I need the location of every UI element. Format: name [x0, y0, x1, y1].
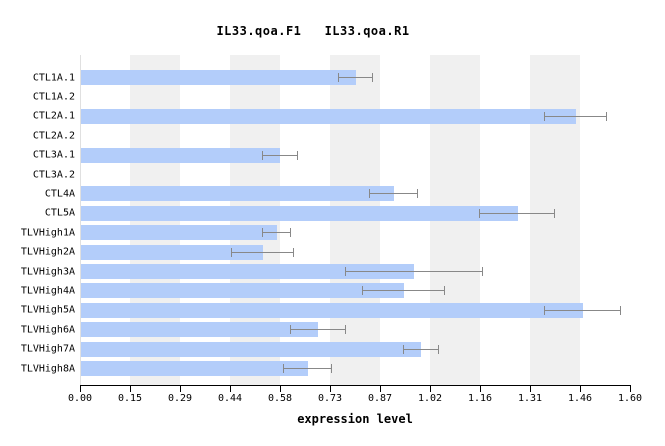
chart-title: IL33.qoa.F1 IL33.qoa.R1 [216, 24, 410, 38]
bar [81, 244, 264, 260]
error-bar-line [262, 154, 297, 156]
x-tick-label: 0.15 [117, 393, 143, 404]
x-tick-mark [230, 386, 231, 392]
error-bar-cap-right [344, 325, 346, 335]
error-bar-line [544, 309, 620, 311]
error-bar-line [368, 193, 417, 195]
x-tick-label: 0.58 [267, 393, 293, 404]
x-tick-label: 0.73 [317, 393, 343, 404]
category-label: CTL2A.2 [32, 130, 75, 142]
error-bar-line [337, 77, 373, 78]
x-tick-label: 1.46 [567, 393, 593, 404]
x-tick-mark [430, 386, 431, 392]
background-band [530, 55, 580, 385]
error-bar-cap-left [368, 189, 370, 199]
error-bar-cap-right [482, 267, 484, 276]
category-label: CTL3A.1 [32, 149, 75, 161]
x-axis-line [80, 385, 631, 386]
category-label: TLVHigh6A [20, 324, 75, 336]
bar [81, 322, 319, 338]
bar [81, 205, 518, 221]
bar [81, 341, 422, 357]
x-tick-mark [480, 386, 481, 392]
error-bar-line [231, 251, 294, 253]
error-bar-cap-left [231, 247, 233, 257]
x-tick-label: 0.29 [167, 393, 193, 404]
error-bar-line [544, 115, 606, 117]
bar [81, 264, 415, 279]
x-tick-mark [180, 386, 181, 392]
error-bar-cap-right [605, 111, 607, 121]
category-label: TLVHigh8A [20, 363, 75, 374]
category-label: TLVHigh3A [20, 266, 75, 277]
error-bar-line [478, 212, 555, 214]
bar [81, 283, 405, 299]
category-label: CTL1A.2 [32, 91, 75, 103]
error-bar-cap-left [544, 111, 546, 121]
category-label: CTL5A [44, 207, 75, 219]
error-bar-cap-right [619, 305, 621, 315]
category-label: CTL4A [44, 188, 75, 200]
error-bar-cap-left [544, 305, 546, 315]
bar [81, 361, 308, 376]
error-bar-cap-right [289, 228, 291, 238]
x-tick-label: 0.00 [67, 393, 93, 404]
error-bar-cap-left [361, 286, 363, 296]
category-label: TLVHigh2A [20, 246, 75, 258]
x-tick-mark [280, 386, 281, 392]
bar [81, 70, 356, 85]
y-axis-line [80, 55, 81, 385]
error-bar-line [403, 348, 438, 350]
error-bar-line [289, 329, 345, 331]
x-tick-mark [330, 386, 331, 392]
error-bar-line [262, 232, 290, 234]
x-tick-label: 1.02 [417, 393, 443, 404]
x-tick-label: 1.31 [517, 393, 543, 404]
category-label: CTL1A.1 [32, 72, 75, 83]
x-tick-label: 1.60 [617, 393, 643, 404]
x-tick-mark [530, 386, 531, 392]
x-tick-label: 1.16 [467, 393, 493, 404]
x-tick-mark [130, 386, 131, 392]
bar [81, 147, 281, 163]
bar [81, 302, 583, 318]
x-tick-label: 0.44 [217, 393, 243, 404]
error-bar-cap-right [554, 208, 556, 218]
error-bar-cap-left [289, 325, 291, 335]
x-tick-mark [80, 386, 81, 392]
error-bar-cap-right [293, 247, 295, 257]
error-bar-cap-left [403, 344, 405, 354]
error-bar-cap-left [337, 73, 339, 82]
x-axis-label: expression level [297, 412, 413, 426]
category-label: TLVHigh7A [20, 343, 75, 355]
x-tick-mark [580, 386, 581, 392]
category-label: CTL3A.2 [32, 169, 75, 180]
error-bar-cap-right [444, 286, 446, 296]
bar [81, 186, 394, 202]
error-bar-cap-right [416, 189, 418, 199]
x-tick-mark [380, 386, 381, 392]
error-bar-line [361, 290, 445, 292]
bar [81, 225, 277, 241]
error-bar-line [344, 271, 483, 272]
error-bar-cap-right [296, 150, 298, 160]
error-bar-cap-left [262, 150, 264, 160]
error-bar-cap-left [344, 267, 346, 276]
bar [81, 108, 576, 124]
category-label: TLVHigh5A [20, 304, 75, 316]
error-bar-cap-left [478, 208, 480, 218]
error-bar-cap-right [330, 364, 332, 373]
error-bar-cap-right [437, 344, 439, 354]
error-bar-cap-left [282, 364, 284, 373]
error-bar-line [282, 368, 331, 369]
x-tick-label: 0.87 [367, 393, 393, 404]
category-label: CTL2A.1 [32, 110, 75, 122]
category-label: TLVHigh4A [20, 285, 75, 297]
error-bar-cap-left [262, 228, 264, 238]
error-bar-cap-right [372, 73, 374, 82]
x-tick-mark [630, 386, 631, 392]
category-label: TLVHigh1A [20, 227, 75, 239]
